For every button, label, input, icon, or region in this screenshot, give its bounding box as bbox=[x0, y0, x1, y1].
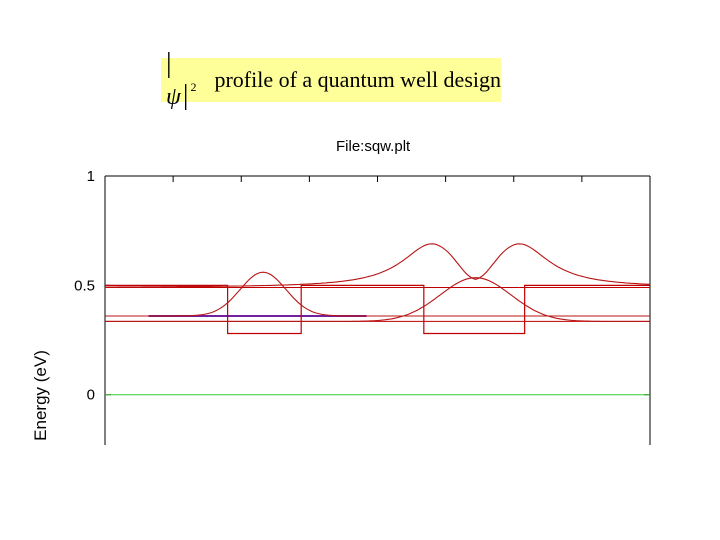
wavefunction-0 bbox=[105, 271, 650, 317]
band-edge-profile bbox=[105, 284, 650, 335]
y-axis-label: Energy (eV) bbox=[31, 350, 50, 441]
chart-subtitle: File:sqw.plt bbox=[336, 138, 411, 155]
wavefunction-1 bbox=[105, 277, 650, 322]
psi-squared-symbol: |ψ|2 bbox=[166, 48, 199, 111]
chart-title: profile of a quantum well design bbox=[214, 67, 501, 92]
y-tick-label-0: 1 bbox=[87, 168, 95, 185]
chart-title-box: |ψ|2 profile of a quantum well design bbox=[161, 48, 501, 111]
wavefunction-2 bbox=[105, 243, 651, 288]
y-tick-label-2: 0 bbox=[87, 387, 95, 404]
y-tick-label-1: 0.5 bbox=[74, 277, 95, 294]
